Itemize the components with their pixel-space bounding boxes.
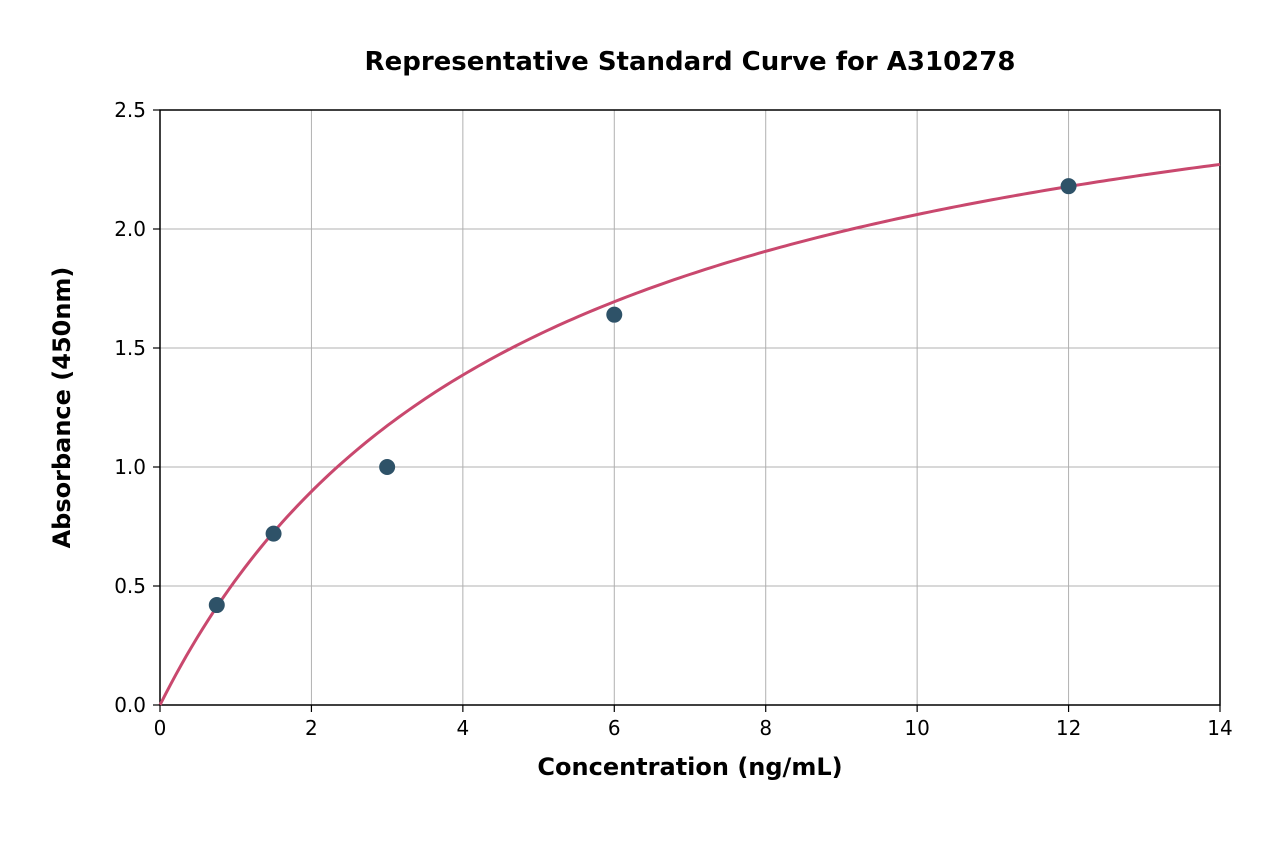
y-tick-label: 0.0 [114, 693, 146, 717]
x-tick-label: 10 [904, 716, 929, 740]
chart-title: Representative Standard Curve for A31027… [365, 47, 1016, 77]
x-tick-label: 2 [305, 716, 318, 740]
chart-svg: 0 2 4 6 8 10 12 14 0.0 0.5 1.0 1.5 2.0 2.5 Concentrati… [0, 0, 1280, 845]
y-tick-label: 2.0 [114, 217, 146, 241]
data-point [209, 598, 224, 613]
y-tick-label: 2.5 [114, 98, 146, 122]
x-tick-label: 4 [456, 716, 469, 740]
data-point [607, 307, 622, 322]
plot-frame [160, 110, 1220, 705]
y-tick-label: 0.5 [114, 574, 146, 598]
x-tick-label: 12 [1056, 716, 1081, 740]
fitted-curve [160, 164, 1220, 705]
x-tick-label: 6 [608, 716, 621, 740]
y-tick-label: 1.0 [114, 455, 146, 479]
data-point [1061, 179, 1076, 194]
chart-container: 0 2 4 6 8 10 12 14 0.0 0.5 1.0 1.5 2.0 2.5 Concentrati… [0, 0, 1280, 845]
x-tick-label: 8 [759, 716, 772, 740]
y-tick-label: 1.5 [114, 336, 146, 360]
data-point [266, 526, 281, 541]
x-tick-label: 0 [154, 716, 167, 740]
x-tick-label: 14 [1207, 716, 1232, 740]
data-point [380, 460, 395, 475]
y-axis-label: Absorbance (450nm) [48, 267, 76, 549]
x-axis-label: Concentration (ng/mL) [537, 753, 842, 781]
